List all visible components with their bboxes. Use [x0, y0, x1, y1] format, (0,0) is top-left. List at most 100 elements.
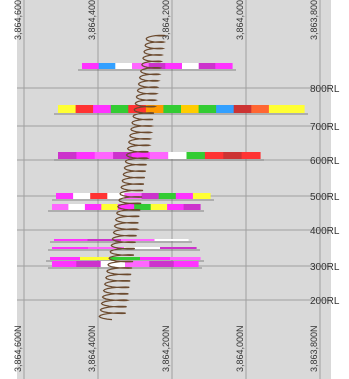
assay-segment — [216, 105, 235, 113]
assay-segment — [113, 152, 133, 159]
assay-segment — [82, 63, 100, 69]
assay-segment — [165, 63, 183, 69]
assay-segment — [160, 247, 197, 249]
assay-segment — [110, 257, 141, 260]
assay-segment — [140, 257, 171, 260]
northing-label: 3,864,000N — [235, 325, 245, 372]
assay-segment — [168, 152, 188, 159]
assay-segment — [115, 63, 133, 69]
northing-label: 3,864,000N — [235, 0, 245, 40]
assay-segment — [241, 152, 261, 159]
rl-label: 500RL — [310, 192, 340, 203]
assay-segment — [145, 105, 165, 113]
assay-segment — [215, 63, 233, 69]
assay-segment — [100, 261, 126, 267]
assay-segment — [167, 204, 185, 210]
spiral-drillhole — [98, 34, 168, 321]
assay-segment — [198, 105, 217, 113]
assay-segment — [175, 193, 194, 199]
rl-label: 600RL — [310, 156, 340, 167]
assay-segment — [98, 63, 116, 69]
assay-segment — [117, 204, 135, 210]
assay-segment — [76, 261, 102, 267]
assay-segment — [93, 105, 112, 113]
intercept-bars — [46, 63, 308, 269]
assay-segment — [154, 239, 189, 241]
grid-labels: 3,864,600N 3,864,600N 3,864,400N 3,864,400N… — [13, 0, 340, 372]
northing-label: 3,863,800N — [309, 0, 319, 40]
northing-label: 3,864,600N — [13, 0, 23, 40]
assay-segment — [132, 63, 150, 69]
assay-segment — [58, 105, 77, 113]
assay-segment — [149, 261, 175, 267]
assay-segment — [163, 105, 182, 113]
section-background — [17, 0, 331, 379]
assay-segment — [182, 63, 200, 69]
assay-segment — [80, 257, 111, 260]
intercept-bar — [48, 247, 200, 251]
assay-segment — [88, 247, 125, 249]
assay-segment — [141, 193, 160, 199]
assay-segment — [150, 204, 168, 210]
rl-label: 700RL — [310, 122, 340, 133]
assay-segment — [183, 204, 201, 210]
rl-label: 800RL — [310, 84, 340, 95]
assay-segment — [233, 105, 252, 113]
assay-segment — [52, 247, 89, 249]
assay-segment — [124, 247, 161, 249]
assay-segment — [134, 204, 152, 210]
assay-segment — [186, 152, 206, 159]
assay-segment — [52, 204, 69, 210]
assay-segment — [198, 63, 216, 69]
drillhole-trace — [98, 34, 168, 321]
assay-segment — [128, 105, 147, 113]
northing-label: 3,864,400N — [87, 0, 97, 40]
rl-label: 300RL — [310, 262, 340, 273]
assay-segment — [158, 193, 177, 199]
assay-segment — [286, 105, 305, 113]
rl-label: 400RL — [310, 226, 340, 237]
assay-segment — [149, 152, 169, 159]
assay-segment — [101, 204, 119, 210]
assay-segment — [58, 152, 77, 159]
assay-segment — [148, 63, 166, 69]
assay-segment — [121, 239, 156, 241]
northing-label: 3,864,400N — [87, 325, 97, 372]
assay-segment — [192, 193, 211, 199]
assay-segment — [54, 239, 89, 241]
intercept-bar — [78, 63, 236, 71]
assay-segment — [50, 257, 81, 260]
assay-segment — [76, 152, 96, 159]
assay-segment — [87, 239, 122, 241]
northing-label: 3,864,200N — [161, 0, 171, 40]
assay-segment — [52, 261, 77, 267]
assay-segment — [107, 193, 125, 199]
northing-label: 3,864,200N — [161, 325, 171, 372]
assay-segment — [251, 105, 270, 113]
rl-label: 200RL — [310, 296, 340, 307]
assay-segment — [94, 152, 114, 159]
intercept-bar — [54, 152, 264, 161]
assay-segment — [124, 193, 143, 199]
intercept-bar — [48, 204, 204, 212]
intercept-bar — [54, 105, 308, 115]
assay-segment — [73, 193, 91, 199]
assay-segment — [90, 193, 108, 199]
assay-segment — [173, 261, 199, 267]
assay-segment — [268, 105, 288, 113]
assay-segment — [56, 193, 74, 199]
assay-segment — [84, 204, 102, 210]
assay-segment — [75, 105, 94, 113]
assay-segment — [68, 204, 86, 210]
assay-segment — [131, 152, 151, 159]
assay-segment — [110, 105, 129, 113]
assay-segment — [204, 152, 224, 159]
northing-label: 3,863,800N — [309, 325, 319, 372]
assay-segment — [223, 152, 243, 159]
intercept-bar — [52, 193, 214, 201]
assay-segment — [125, 261, 150, 267]
assay-segment — [170, 257, 201, 260]
northing-label: 3,864,600N — [13, 325, 23, 372]
